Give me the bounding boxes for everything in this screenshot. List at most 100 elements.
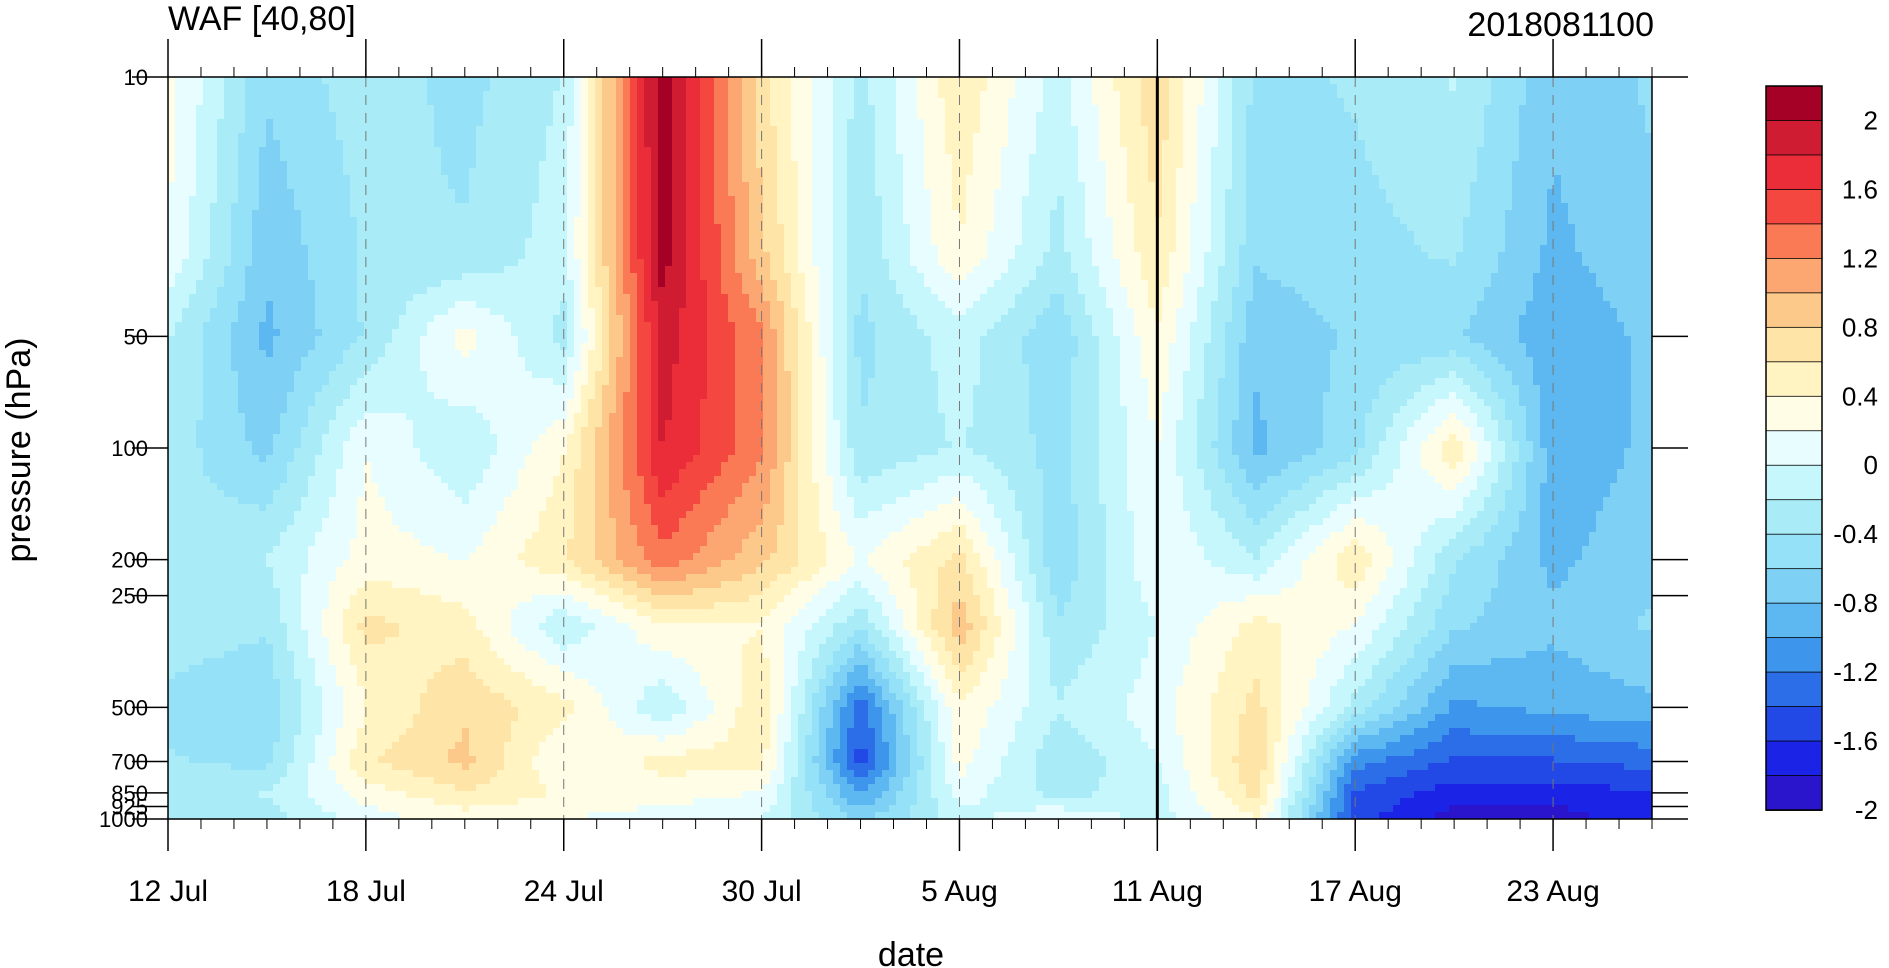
field-cell — [1218, 84, 1226, 92]
field-cell — [868, 112, 876, 120]
field-cell — [728, 98, 736, 106]
field-cell — [910, 98, 918, 106]
field-cell — [1449, 98, 1457, 106]
field-cell — [553, 112, 561, 120]
field-cell — [1253, 77, 1261, 85]
field-cell — [1617, 98, 1625, 106]
field-cell — [1099, 105, 1107, 113]
field-cell — [245, 105, 253, 113]
field-cell — [1624, 84, 1632, 92]
field-cell — [833, 84, 841, 92]
field-cell — [1526, 119, 1534, 127]
field-cell — [1050, 84, 1058, 92]
field-cell — [784, 98, 792, 106]
field-cell — [441, 84, 449, 92]
field-cell — [210, 112, 218, 120]
field-cell — [1393, 105, 1401, 113]
field-cell — [707, 112, 715, 120]
field-cell — [707, 119, 715, 127]
field-cell — [1498, 119, 1506, 127]
field-cell — [910, 91, 918, 99]
field-cell — [658, 84, 666, 92]
field-cell — [280, 105, 288, 113]
field-cell — [1589, 98, 1597, 106]
field-cell — [1064, 98, 1072, 106]
field-cell — [553, 91, 561, 99]
field-cell — [847, 105, 855, 113]
field-cell — [1015, 98, 1023, 106]
field-cell — [1316, 77, 1324, 85]
field-cell — [322, 105, 330, 113]
field-cell — [266, 77, 274, 85]
field-cell — [1302, 112, 1310, 120]
field-cell — [203, 77, 211, 85]
field-cell — [1533, 119, 1541, 127]
field-cell — [945, 77, 953, 85]
field-cell — [798, 84, 806, 92]
field-cell — [623, 105, 631, 113]
field-cell — [1330, 77, 1338, 85]
field-cell — [1624, 91, 1632, 99]
field-cell — [1323, 77, 1331, 85]
field-cell — [406, 112, 414, 120]
field-cell — [707, 105, 715, 113]
field-cell — [1211, 112, 1219, 120]
field-cell — [371, 112, 379, 120]
field-cell — [1204, 112, 1212, 120]
field-cell — [280, 77, 288, 85]
field-cell — [994, 112, 1002, 120]
field-cell — [1085, 77, 1093, 85]
field-cell — [525, 119, 533, 127]
field-cell — [392, 91, 400, 99]
field-cell — [399, 112, 407, 120]
field-cell — [462, 91, 470, 99]
field-cell — [1631, 84, 1639, 92]
field-cell — [238, 105, 246, 113]
field-cell — [224, 84, 232, 92]
field-cell — [686, 91, 694, 99]
field-cell — [490, 105, 498, 113]
field-cell — [826, 98, 834, 106]
field-cell — [1547, 105, 1555, 113]
field-cell — [672, 77, 680, 85]
field-cell — [1148, 91, 1156, 99]
field-cell — [1638, 105, 1646, 113]
field-cell — [1204, 98, 1212, 106]
field-cell — [1176, 119, 1184, 127]
field-cell — [168, 112, 176, 120]
field-cell — [910, 119, 918, 127]
field-cell — [511, 105, 519, 113]
field-cell — [1099, 91, 1107, 99]
field-cell — [168, 105, 176, 113]
field-cell — [1134, 119, 1142, 127]
field-cell — [392, 98, 400, 106]
field-cell — [1442, 112, 1450, 120]
contour-field — [168, 77, 1653, 820]
field-cell — [679, 105, 687, 113]
field-cell — [1120, 112, 1128, 120]
field-cell — [595, 77, 603, 85]
field-cell — [749, 105, 757, 113]
field-cell — [455, 105, 463, 113]
field-cell — [1071, 105, 1079, 113]
field-cell — [588, 105, 596, 113]
field-cell — [1631, 119, 1639, 127]
field-cell — [889, 105, 897, 113]
field-cell — [567, 77, 575, 85]
field-cell — [1589, 91, 1597, 99]
field-cell — [1519, 98, 1527, 106]
field-cell — [770, 77, 778, 85]
field-cell — [1561, 91, 1569, 99]
field-cell — [1043, 84, 1051, 92]
field-cell — [1337, 119, 1345, 127]
field-cell — [714, 77, 722, 85]
field-cell — [1407, 112, 1415, 120]
field-cell — [210, 77, 218, 85]
field-cell — [1190, 105, 1198, 113]
field-cell — [1456, 91, 1464, 99]
field-cell — [1442, 91, 1450, 99]
field-cell — [784, 105, 792, 113]
field-cell — [679, 91, 687, 99]
field-cell — [1232, 84, 1240, 92]
field-cell — [1043, 105, 1051, 113]
